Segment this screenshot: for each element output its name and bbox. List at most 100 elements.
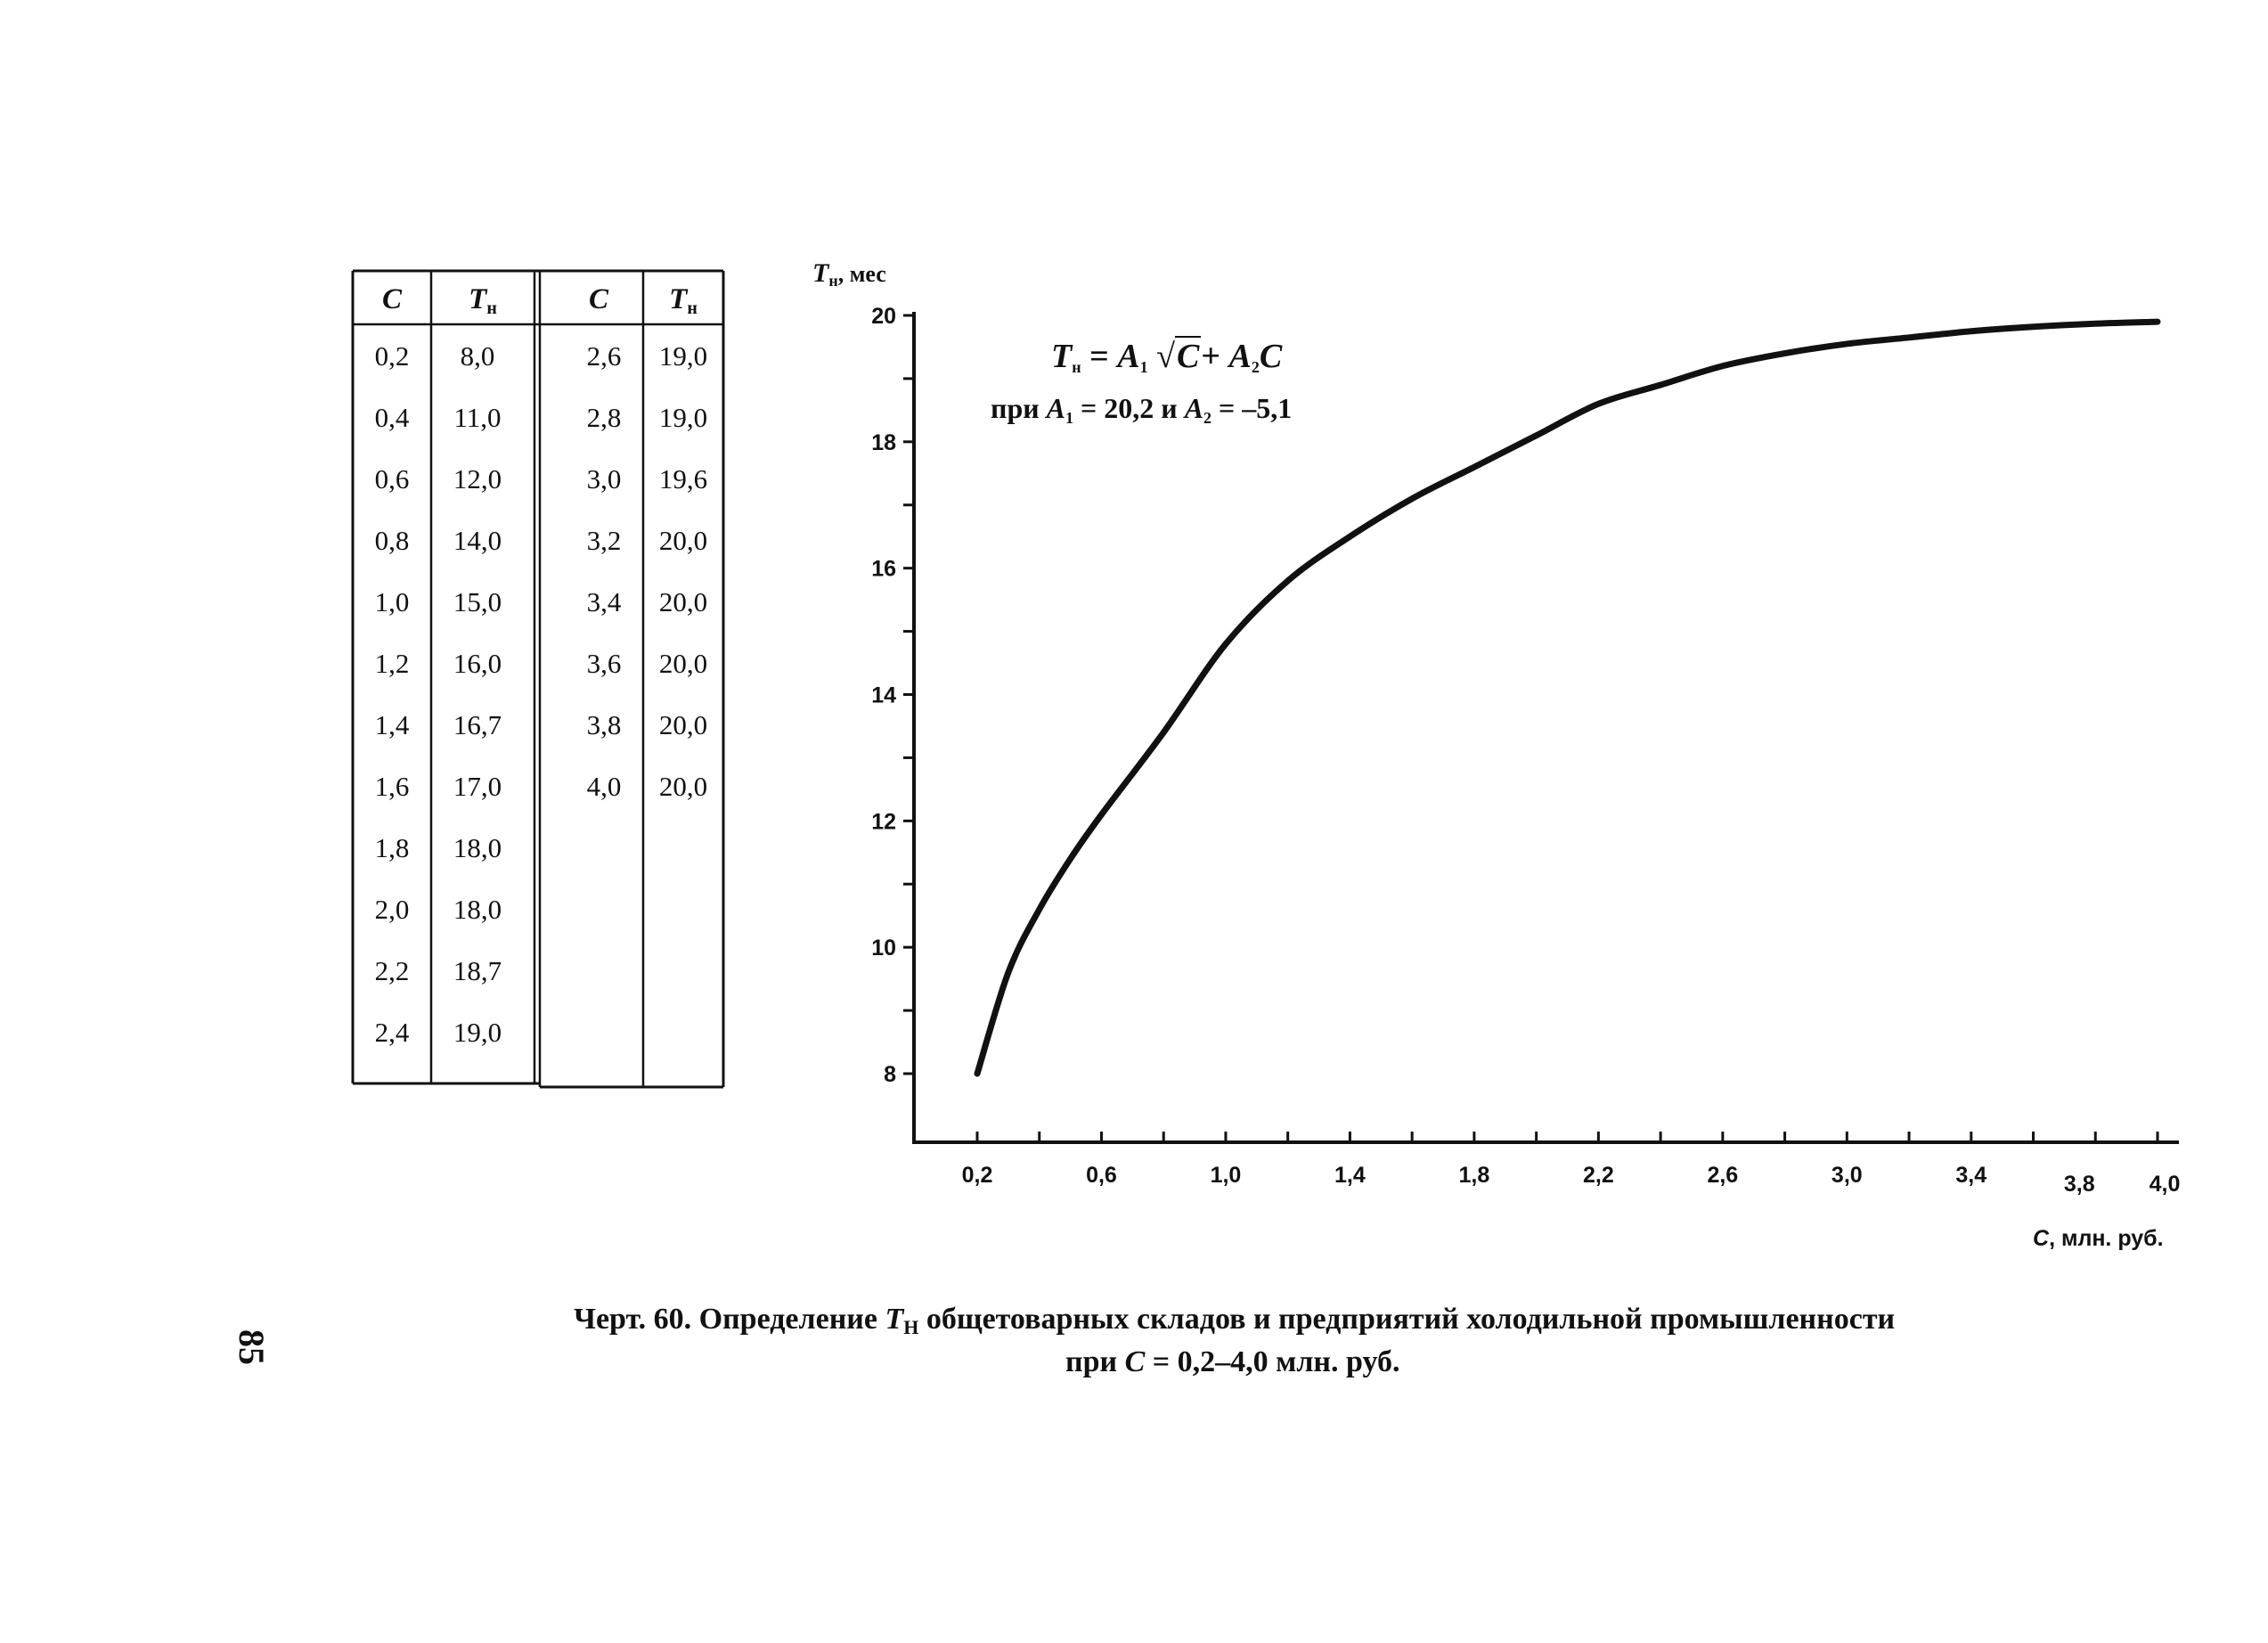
formula-a1-sub: 1: [1139, 358, 1148, 376]
table-header-c-right: C: [588, 283, 608, 315]
table-cell-c: 3,4: [586, 586, 622, 617]
table-cell-t: 20,0: [658, 525, 708, 556]
sqrt-arg-c: C: [1176, 338, 1200, 375]
y-axis-label: Tн, мес: [812, 258, 886, 290]
table-cell-c: 0,4: [374, 402, 410, 433]
table-cell-c: 1,4: [374, 709, 410, 740]
table-cell-c: 2,4: [374, 1017, 410, 1048]
series-line: [974, 318, 2161, 1077]
table-cell-t: 18,0: [453, 832, 502, 863]
table-header-c-left: C: [381, 283, 402, 315]
formula-pri: при: [991, 392, 1040, 424]
table-cell-t: 20,0: [658, 648, 708, 679]
formula-line-2: при A1 = 20,2 и A2 = –5,1: [991, 392, 1292, 428]
formula-a2: A: [1228, 338, 1252, 375]
formula-line2-a2: A: [1184, 392, 1204, 424]
y-tick-label: 20: [871, 304, 896, 329]
caption-line-1: Черт. 60. Определение TН общетоварных ск…: [574, 1303, 1895, 1339]
table-cell-t: 11,0: [453, 402, 502, 433]
formula-a1: A: [1117, 338, 1140, 375]
value-table: C Tн C Tн 0,2 0,4 0,6 0,8 1,0 1,2 1,4 1,6 1,8 2,0 2,2 2…: [351, 269, 725, 1089]
x-tick-label: 3,8: [2064, 1172, 2095, 1197]
table-cell-c: 1,2: [374, 648, 410, 679]
formula-line2-a1: A: [1046, 392, 1066, 424]
table-cell-c: 4,0: [586, 771, 622, 802]
y-tick-label: 16: [871, 557, 896, 582]
table-cell-t: 17,0: [453, 771, 502, 802]
x-axis-label: C, млн. руб.: [2033, 1226, 2164, 1252]
y-axis-unit: , мес: [837, 261, 886, 287]
table-cell-c: 3,8: [586, 709, 622, 740]
page-number: 85: [232, 1329, 272, 1365]
table-cell-t: 16,0: [453, 648, 502, 679]
table-cell-t: 19,0: [658, 340, 708, 372]
formula-a1-value: = 20,2: [1081, 392, 1154, 424]
x-axis-unit: , млн. руб.: [2049, 1226, 2164, 1251]
table-cell-c: 2,6: [586, 340, 622, 372]
caption-pri: при: [1065, 1345, 1118, 1378]
table-cell-c: 0,6: [374, 463, 410, 495]
formula-and: и: [1161, 392, 1178, 424]
caption-c: C: [1124, 1345, 1146, 1378]
x-tick-label: 0,2: [962, 1163, 993, 1188]
x-axis-symbol: C: [2033, 1226, 2050, 1251]
formula-line2-a1-sub: 1: [1065, 409, 1074, 427]
formula-eq: =: [1089, 338, 1109, 375]
table-cell-t: 20,0: [658, 586, 708, 617]
caption-line-2: при C = 0,2–4,0 млн. руб.: [1065, 1345, 1400, 1379]
table-header-t-right: Tн: [669, 283, 698, 318]
table-cell-c: 3,0: [586, 463, 622, 495]
table-grid-lines: [351, 269, 725, 1089]
y-axis-symbol-sub: н: [828, 272, 838, 290]
table-cell-c: 0,2: [374, 340, 410, 372]
table-cell-c: 1,6: [374, 771, 410, 802]
table-cell-c: 2,8: [586, 402, 622, 433]
table-header-t-left: Tн: [469, 283, 497, 318]
x-tick-label: 3,4: [1955, 1163, 1987, 1188]
formula-plus: +: [1201, 338, 1220, 375]
table-cell-t: 19,6: [658, 463, 708, 495]
table-cell-t: 14,0: [453, 525, 502, 556]
y-tick-label: 8: [884, 1062, 896, 1087]
formula-a2-sub: 2: [1251, 358, 1260, 376]
caption-range: = 0,2–4,0 млн. руб.: [1152, 1345, 1400, 1378]
x-tick-label: 4,0: [2150, 1172, 2181, 1197]
sqrt-argument: C: [1174, 336, 1202, 375]
table-cell-c: 2,2: [374, 955, 410, 986]
table-cell-t: 12,0: [453, 463, 502, 495]
table-cell-t: 20,0: [658, 709, 708, 740]
table-cell-t: 18,7: [453, 955, 502, 986]
x-tick-label: 2,6: [1707, 1163, 1738, 1188]
table-cell-c: 0,8: [374, 525, 410, 556]
y-tick-label: 18: [871, 430, 896, 455]
y-tick-label: 10: [871, 936, 896, 960]
table-cell-c: 2,0: [374, 894, 410, 925]
x-tick-label: 0,6: [1086, 1163, 1117, 1188]
table-cell-t: 8,0: [460, 340, 495, 372]
formula-line-1: Tн = A1 √C+ A2C: [1051, 336, 1283, 377]
x-tick-label: 3,0: [1832, 1163, 1863, 1188]
table-cell-t: 19,0: [658, 402, 708, 433]
y-tick-label: 12: [871, 809, 896, 834]
x-tick-label: 1,0: [1211, 1163, 1242, 1188]
caption-prefix: Черт. 60. Определение: [574, 1303, 877, 1336]
table-cell-t: 19,0: [453, 1017, 502, 1048]
x-tick-label: 1,4: [1334, 1163, 1366, 1188]
table-cell-t: 16,7: [453, 709, 502, 740]
formula-c: C: [1259, 338, 1283, 375]
caption-t-sub: Н: [903, 1316, 919, 1338]
x-tick-label: 2,2: [1583, 1163, 1614, 1188]
y-axis-symbol: T: [812, 258, 829, 288]
caption-text: общетоварных складов и предприятий холод…: [926, 1303, 1896, 1336]
table-cell-t: 20,0: [658, 771, 708, 802]
table-cell-c: 1,0: [374, 586, 410, 617]
caption-t: T: [885, 1303, 904, 1336]
y-tick-label: 14: [871, 683, 896, 708]
formula-t: T: [1051, 338, 1073, 375]
sqrt-sign: √: [1156, 338, 1175, 375]
formula-line2-a2-sub: 2: [1203, 409, 1212, 427]
formula-t-sub: н: [1072, 358, 1081, 376]
table-cell-c: 1,8: [374, 832, 410, 863]
table-cell-t: 18,0: [453, 894, 502, 925]
